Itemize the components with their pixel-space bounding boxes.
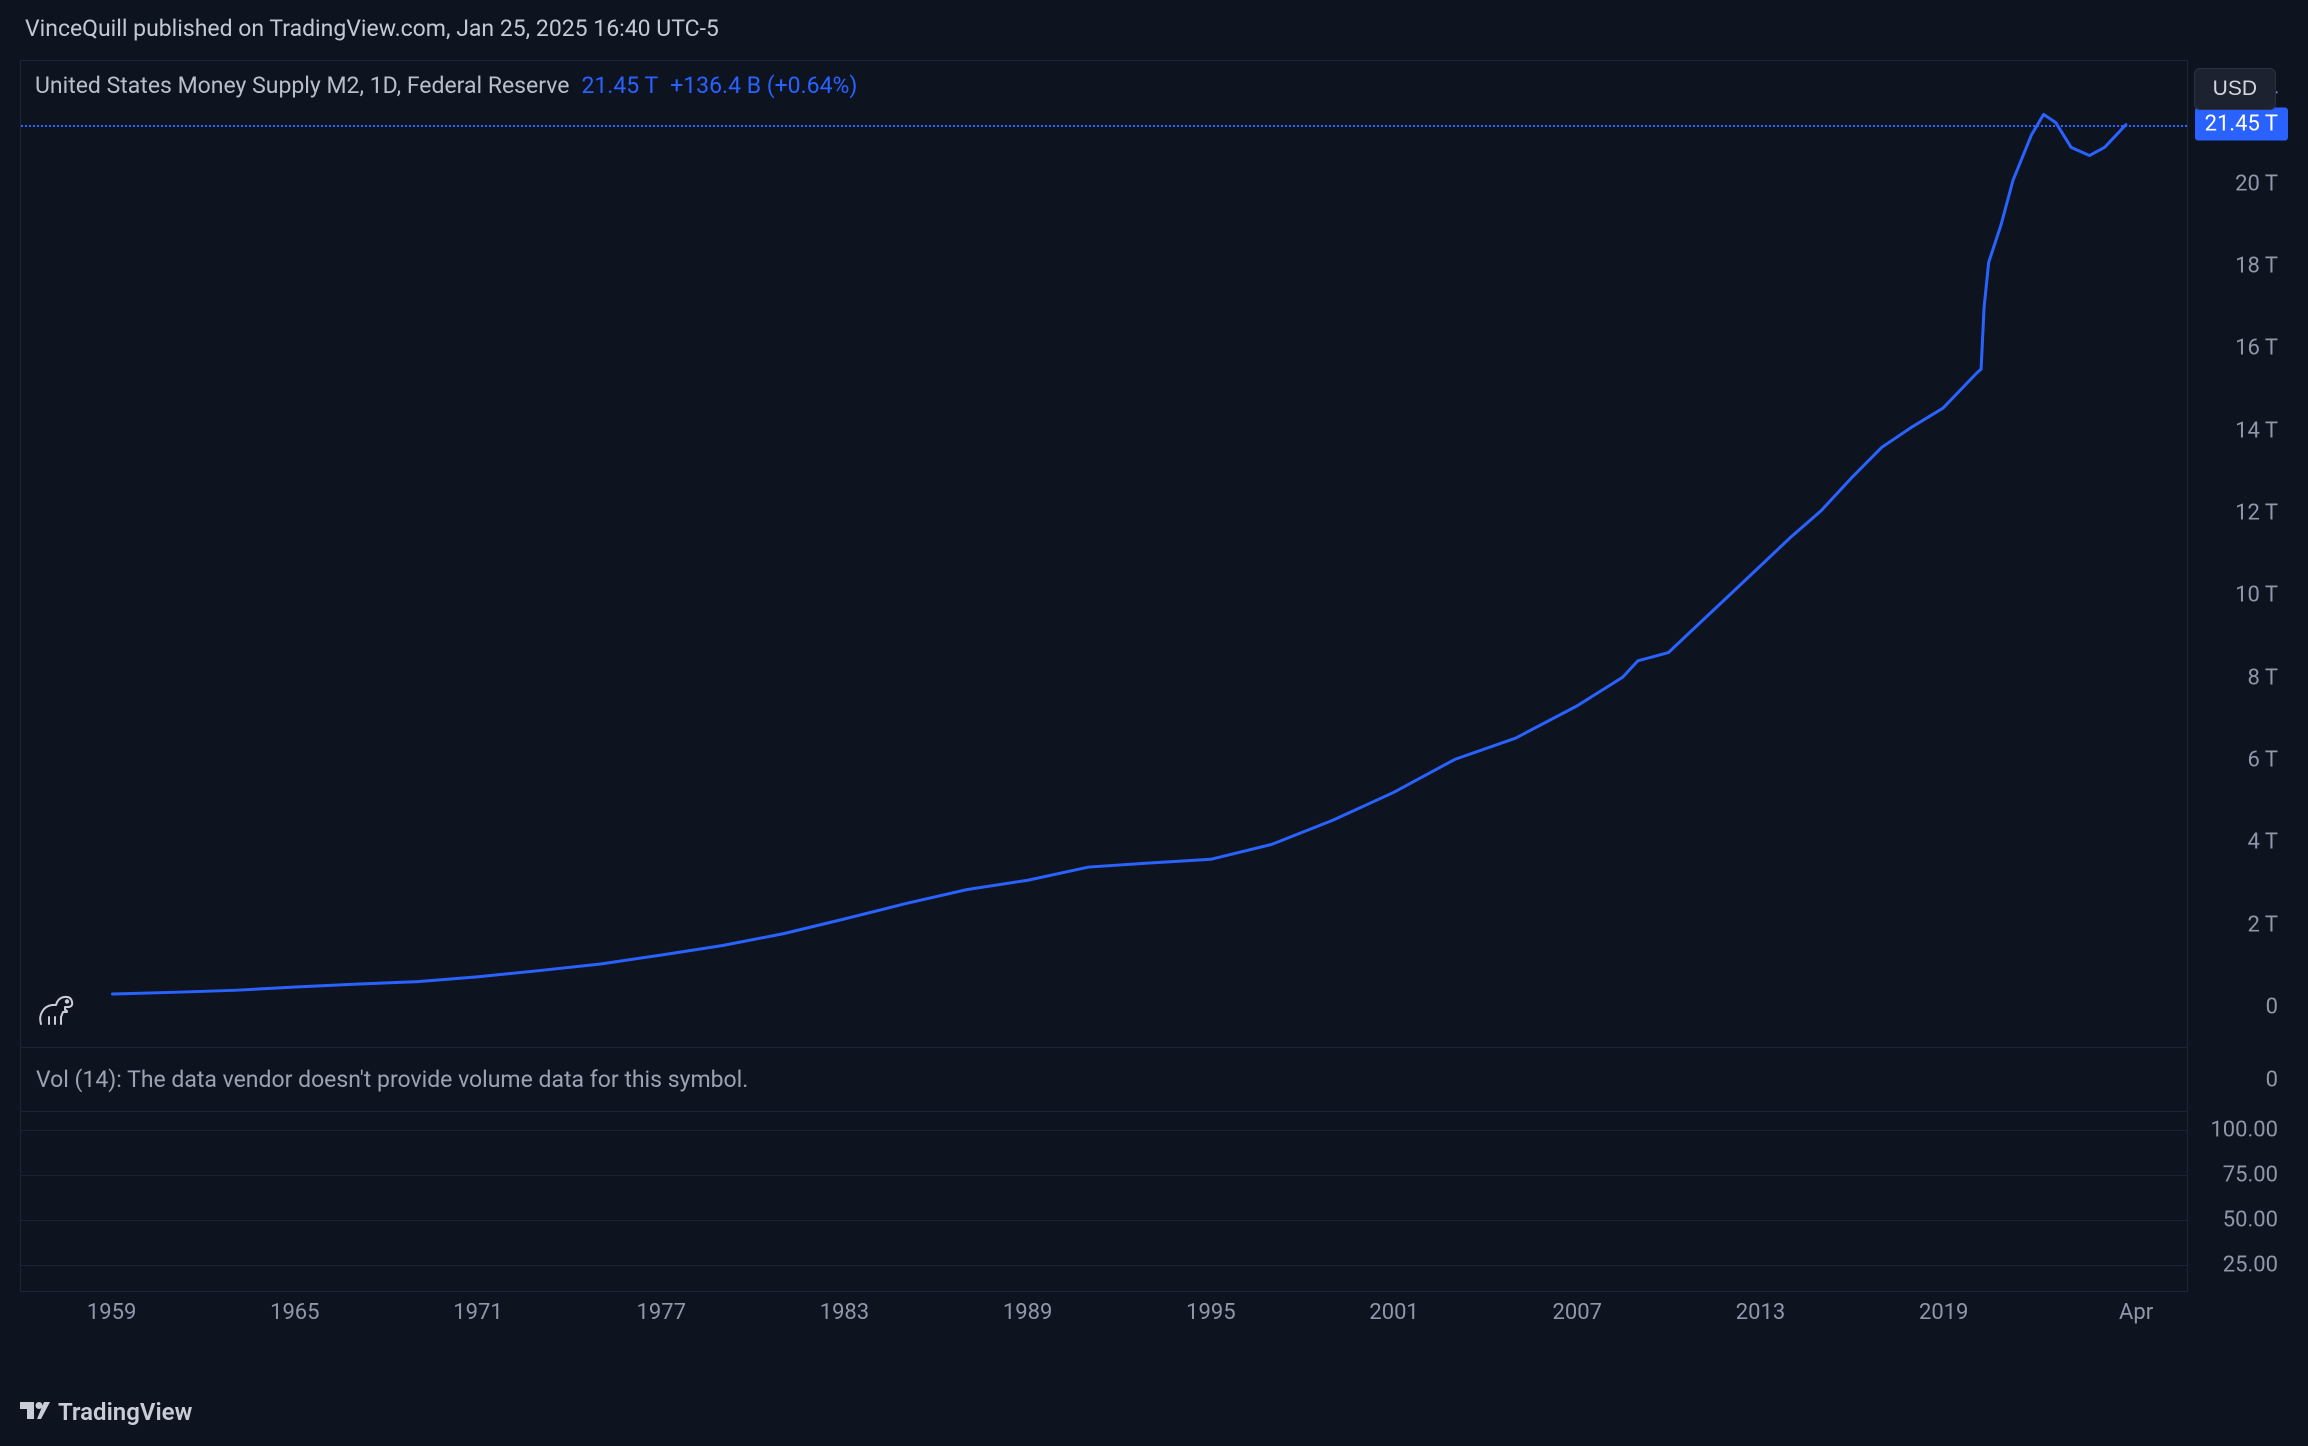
- y-tick: 4 T: [2247, 830, 2278, 855]
- x-tick: 1995: [1186, 1300, 1235, 1325]
- x-tick: 2019: [1919, 1300, 1968, 1325]
- publish-info: VinceQuill published on TradingView.com,…: [0, 0, 2308, 52]
- gridline: [21, 1220, 2187, 1221]
- y-tick: 100.00: [2210, 1118, 2278, 1143]
- y-tick: 10 T: [2235, 583, 2278, 608]
- dino-icon: [36, 993, 76, 1031]
- x-tick: 1971: [453, 1300, 502, 1325]
- y-tick: 2 T: [2247, 912, 2278, 937]
- chart-container: United States Money Supply M2, 1D, Feder…: [20, 60, 2288, 1332]
- y-tick: 20 T: [2235, 171, 2278, 196]
- price-axis[interactable]: 21.45 T 0 2 T 4 T 6 T 8 T 10 T 12 T 14 T 16 T 18 …: [2188, 60, 2288, 1292]
- gridline: [21, 1175, 2187, 1176]
- x-tick: 1983: [820, 1300, 869, 1325]
- y-tick: 8 T: [2247, 665, 2278, 690]
- chart-title: United States Money Supply M2, 1D, Feder…: [35, 72, 569, 99]
- x-tick: 1989: [1003, 1300, 1052, 1325]
- y-tick: 25.00: [2223, 1253, 2278, 1278]
- y-tick: 14 T: [2235, 418, 2278, 443]
- time-axis[interactable]: 1959 1965 1971 1977 1983 1989 1995 2001 2007 2013…: [20, 1292, 2188, 1332]
- y-tick: 75.00: [2223, 1163, 2278, 1188]
- gridline: [21, 1130, 2187, 1131]
- y-tick: 12 T: [2235, 500, 2278, 525]
- x-tick: 2013: [1736, 1300, 1785, 1325]
- volume-message: Vol (14): The data vendor doesn't provid…: [36, 1066, 748, 1093]
- x-tick: 1965: [270, 1300, 319, 1325]
- x-tick: 2007: [1553, 1300, 1602, 1325]
- y-tick: 0: [2266, 1068, 2278, 1093]
- y-tick: 16 T: [2235, 336, 2278, 361]
- x-tick: Apr: [2119, 1300, 2153, 1325]
- current-price-label: 21.45 T: [2195, 107, 2288, 140]
- y-tick: 6 T: [2247, 747, 2278, 772]
- indicator-pane[interactable]: [20, 1112, 2188, 1292]
- currency-button[interactable]: USD: [2194, 68, 2276, 110]
- chart-change: +136.4 B (+0.64%): [670, 72, 857, 99]
- footer-brand-text: TradingView: [58, 1398, 192, 1426]
- y-tick: 0: [2266, 994, 2278, 1019]
- volume-pane[interactable]: Vol (14): The data vendor doesn't provid…: [20, 1048, 2188, 1112]
- x-tick: 1977: [637, 1300, 686, 1325]
- x-tick: 1959: [87, 1300, 136, 1325]
- chart-header: United States Money Supply M2, 1D, Feder…: [35, 72, 857, 99]
- y-tick: 18 T: [2235, 253, 2278, 278]
- chart-price: 21.45 T: [581, 72, 658, 99]
- y-tick: 50.00: [2223, 1208, 2278, 1233]
- line-chart-svg: [21, 61, 2187, 1047]
- x-tick: 2001: [1369, 1300, 1418, 1325]
- current-price-line: [21, 125, 2187, 127]
- tradingview-logo-icon: [20, 1398, 50, 1426]
- footer-brand[interactable]: TradingView: [20, 1398, 192, 1426]
- main-chart-pane[interactable]: [20, 60, 2188, 1048]
- gridline: [21, 1265, 2187, 1266]
